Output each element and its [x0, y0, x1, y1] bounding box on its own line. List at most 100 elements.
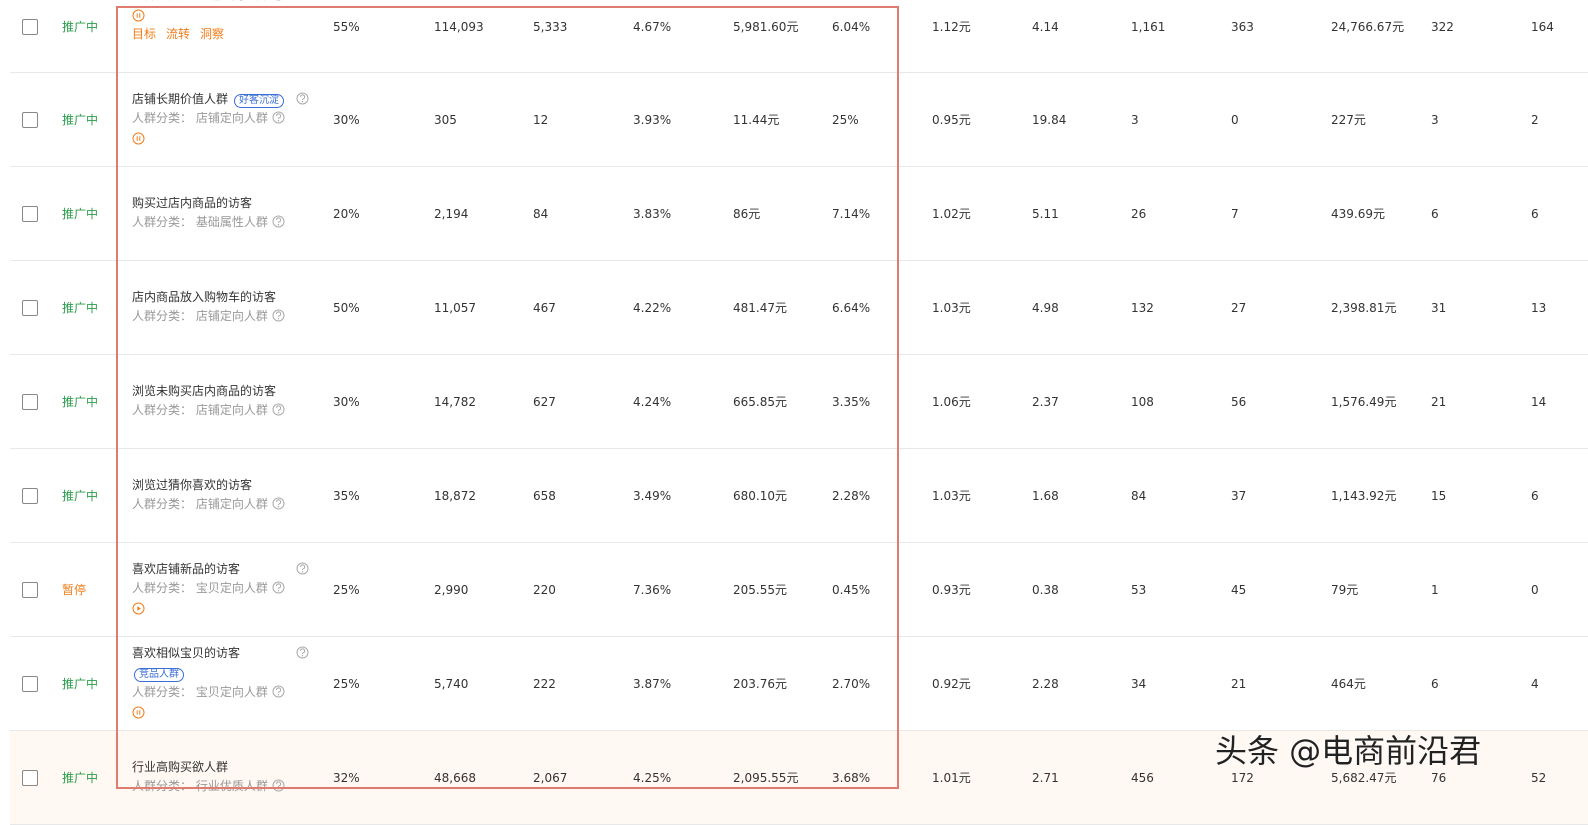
row-checkbox[interactable]: [22, 770, 38, 786]
row-checkbox[interactable]: [22, 582, 38, 598]
metric-cell: 1,161: [1131, 20, 1166, 34]
help-icon[interactable]: [272, 581, 285, 594]
metric-cell: 4.22%: [633, 301, 672, 315]
row-checkbox[interactable]: [22, 676, 38, 692]
action-link[interactable]: 洞察: [200, 27, 225, 41]
metric-cell: 1.02元: [932, 207, 971, 221]
row-checkbox[interactable]: [22, 488, 38, 504]
metric-cell: 37: [1231, 489, 1247, 503]
row-checkbox[interactable]: [22, 394, 38, 410]
metric-cell: 0: [1531, 583, 1539, 597]
crowd-name-text: 浏览未购买店内商品的访客: [132, 383, 277, 398]
metric-cell: 222: [533, 677, 556, 691]
crowd-name: 浏览过猜你喜欢的访客: [132, 477, 252, 493]
metric-cell: 86元: [733, 207, 761, 221]
crowd-name-text: 购买过店内商品的访客: [132, 195, 253, 210]
metric-cell: 1,576.49元: [1331, 395, 1397, 409]
metric-cell: 1,143.92元: [1331, 489, 1397, 503]
crowd-name-text: 行业高购买欲人群: [132, 759, 229, 774]
play-icon[interactable]: [132, 602, 145, 615]
row-checkbox[interactable]: [22, 300, 38, 316]
metric-cell: 6.64%: [832, 301, 871, 315]
metric-cell: 5,333: [533, 20, 568, 34]
metric-cell: 220: [533, 583, 556, 597]
metric-cell: 439.69元: [1331, 207, 1385, 221]
help-icon[interactable]: [272, 0, 285, 1]
metric-cell: 24,766.67元: [1331, 20, 1405, 34]
metric-cell: 7.36%: [633, 583, 672, 597]
metric-cell: 227元: [1331, 113, 1366, 127]
metric-cell: 456: [1131, 771, 1154, 785]
crowd-category: 人群分类： 店铺定向人群: [132, 0, 268, 3]
help-icon[interactable]: [272, 111, 285, 124]
pause-icon[interactable]: [132, 706, 145, 719]
metric-cell: 6: [1531, 207, 1539, 221]
metric-cell: 12: [533, 113, 549, 127]
help-icon[interactable]: [272, 309, 285, 322]
pause-icon[interactable]: [132, 132, 145, 145]
table-row: 推广中 店铺长期价值人群 好客沉淀 人群分类： 店铺定向人群 30% 305 12 3.93%…: [10, 73, 1588, 167]
row-checkbox[interactable]: [22, 112, 38, 128]
metric-cell: 4.24%: [633, 395, 672, 409]
metric-cell: 6: [1431, 677, 1439, 691]
metric-cell: 6.04%: [832, 20, 871, 34]
status-label: 暂停: [62, 583, 87, 597]
tag-line: 竞品人群: [128, 665, 184, 682]
metric-cell: 15: [1431, 489, 1447, 503]
metric-cell: 56: [1231, 395, 1247, 409]
action-link[interactable]: 目标: [132, 27, 157, 41]
metric-cell: 1.03元: [932, 489, 971, 503]
help-icon[interactable]: [272, 403, 285, 416]
crowd-category: 人群分类： 基础属性人群: [132, 215, 268, 229]
metric-cell: 4.14: [1032, 20, 1059, 34]
metric-cell: 1: [1431, 583, 1439, 597]
metric-cell: 18,872: [434, 489, 476, 503]
status-label: 推广中: [62, 113, 99, 127]
metric-cell: 30%: [333, 395, 360, 409]
table-row: 推广中 浏览过猜你喜欢的访客 人群分类： 店铺定向人群 35% 18,872 658 3.4…: [10, 449, 1588, 543]
metric-cell: 50%: [333, 301, 360, 315]
table-row: 推广中 店内商品放入购物车的访客 人群分类： 店铺定向人群 50% 11,057 467 4…: [10, 261, 1588, 355]
metric-cell: 2.28%: [832, 489, 871, 503]
metric-cell: 27: [1231, 301, 1247, 315]
crowd-category: 人群分类： 店铺定向人群: [132, 403, 268, 417]
crowd-category: 人群分类： 店铺定向人群: [132, 497, 268, 511]
row-checkbox[interactable]: [22, 19, 38, 35]
metric-cell: 203.76元: [733, 677, 787, 691]
metric-cell: 2.37: [1032, 395, 1059, 409]
metric-cell: 322: [1431, 20, 1454, 34]
crowd-name-text: 店铺长期价值人群: [132, 91, 229, 106]
pause-icon[interactable]: [132, 9, 145, 22]
crowd-tag: 竞品人群: [134, 667, 184, 682]
metric-cell: 3: [1131, 113, 1139, 127]
action-link[interactable]: 流转: [166, 27, 191, 41]
metric-cell: 5.11: [1032, 207, 1059, 221]
help-icon[interactable]: [296, 646, 309, 659]
help-icon[interactable]: [272, 215, 285, 228]
metric-cell: 363: [1231, 20, 1254, 34]
metric-cell: 2,990: [434, 583, 469, 597]
help-icon[interactable]: [296, 562, 309, 575]
metric-cell: 25%: [832, 113, 859, 127]
crowd-name-text: 喜欢相似宝贝的访客: [132, 646, 241, 660]
help-icon[interactable]: [272, 497, 285, 510]
metric-cell: 5,682.47元: [1331, 771, 1397, 785]
metric-cell: 0.45%: [832, 583, 871, 597]
crowd-category: 人群分类： 行业优质人群: [132, 779, 268, 793]
crowd-name-text: 喜欢店铺新品的访客: [132, 561, 241, 576]
metric-cell: 481.47元: [733, 301, 787, 315]
crowd-name-text: 浏览过猜你喜欢的访客: [132, 477, 253, 492]
crowd-name-text: 店内商品放入购物车的访客: [132, 289, 277, 304]
status-label: 推广中: [62, 301, 99, 315]
metric-cell: 53: [1131, 583, 1147, 597]
metric-cell: 658: [533, 489, 556, 503]
crowd-category: 人群分类： 宝贝定向人群: [132, 685, 268, 699]
status-label: 推广中: [62, 489, 99, 503]
help-icon[interactable]: [272, 685, 285, 698]
metric-cell: 25%: [333, 677, 360, 691]
metric-cell: 55%: [333, 20, 360, 34]
row-checkbox[interactable]: [22, 206, 38, 222]
crowd-category: 人群分类： 店铺定向人群: [132, 309, 268, 323]
metric-cell: 3.49%: [633, 489, 672, 503]
help-icon[interactable]: [296, 92, 309, 105]
